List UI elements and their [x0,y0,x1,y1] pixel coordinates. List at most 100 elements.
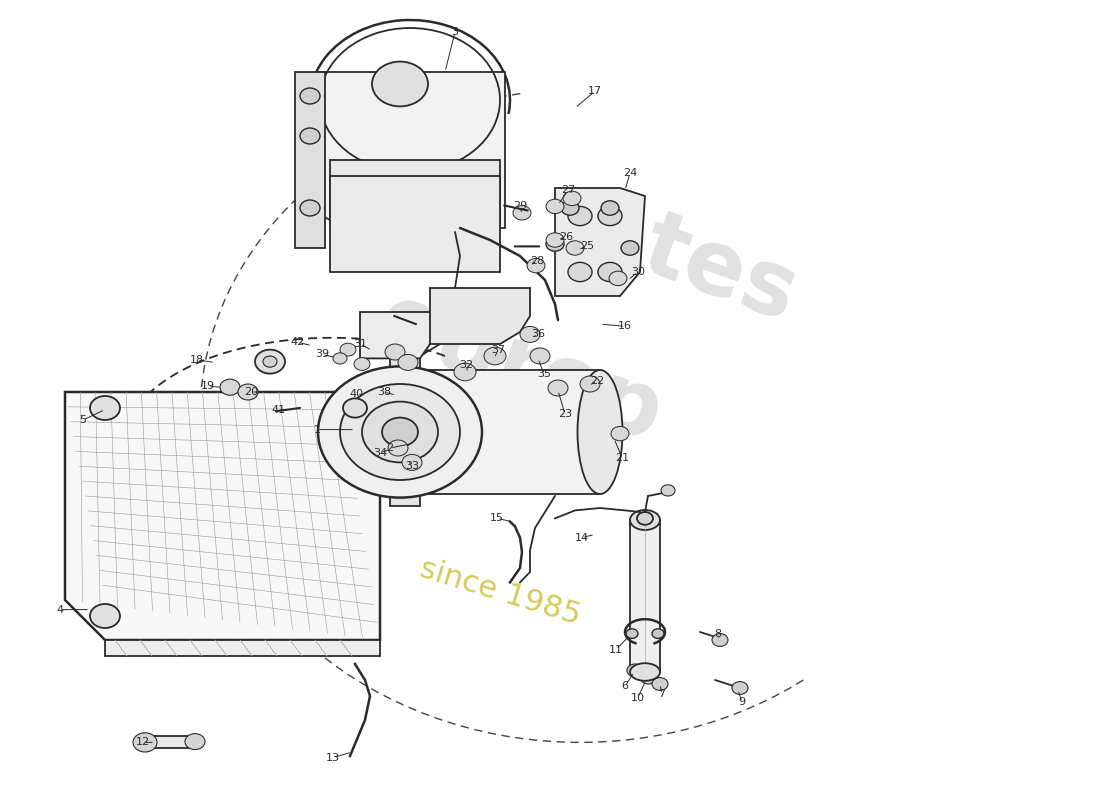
Ellipse shape [630,510,660,530]
Text: 38: 38 [377,387,392,397]
Circle shape [546,199,564,214]
Circle shape [388,440,408,456]
Circle shape [513,206,531,220]
Circle shape [598,262,622,282]
Text: 3: 3 [451,27,459,37]
Circle shape [527,258,544,273]
Circle shape [548,380,568,396]
Circle shape [385,344,405,360]
Text: since 1985: since 1985 [416,554,584,630]
Circle shape [354,358,370,370]
Circle shape [185,734,205,750]
Text: 22: 22 [590,376,604,386]
Circle shape [90,604,120,628]
Polygon shape [315,72,505,228]
Text: 2: 2 [386,443,394,453]
Circle shape [402,454,422,470]
Circle shape [598,206,622,226]
Circle shape [318,366,482,498]
Circle shape [652,629,664,638]
Text: 30: 30 [631,267,645,277]
Circle shape [300,200,320,216]
Circle shape [580,376,600,392]
Polygon shape [104,640,379,656]
Text: 25: 25 [580,242,594,251]
Ellipse shape [630,663,660,681]
Circle shape [732,682,748,694]
Circle shape [333,353,346,364]
Circle shape [546,233,564,247]
Circle shape [255,350,285,374]
Circle shape [641,673,654,684]
Text: 33: 33 [405,462,419,471]
Circle shape [568,262,592,282]
Text: 21: 21 [615,453,629,462]
Text: 7: 7 [659,690,666,699]
Polygon shape [65,392,379,640]
Text: 14: 14 [575,533,590,542]
Text: 17: 17 [587,86,602,96]
Polygon shape [556,188,645,296]
Circle shape [566,241,584,255]
Polygon shape [330,176,500,272]
Polygon shape [430,288,530,344]
Circle shape [454,363,476,381]
Circle shape [601,201,619,215]
Text: tes: tes [630,204,810,340]
Circle shape [561,201,579,215]
Text: 20: 20 [244,387,258,397]
Text: 26: 26 [559,232,573,242]
Circle shape [398,354,418,370]
Text: 5: 5 [79,415,87,425]
Circle shape [621,241,639,255]
Text: 12: 12 [136,738,150,747]
Text: 28: 28 [530,256,544,266]
Polygon shape [390,358,420,506]
Text: 35: 35 [537,370,551,379]
Circle shape [300,88,320,104]
Text: 37: 37 [491,346,505,355]
Text: 41: 41 [271,405,285,414]
Circle shape [712,634,728,646]
Polygon shape [330,160,500,224]
Circle shape [637,512,653,525]
Circle shape [300,128,320,144]
Circle shape [90,396,120,420]
Text: 10: 10 [631,693,645,702]
Text: 32: 32 [459,360,473,370]
Circle shape [343,398,367,418]
Circle shape [220,379,240,395]
Text: 13: 13 [326,753,340,762]
Text: 29: 29 [513,202,527,211]
Circle shape [563,191,581,206]
Text: 42: 42 [290,338,305,347]
Text: 8: 8 [714,630,722,639]
Text: 39: 39 [315,350,329,359]
Text: 19: 19 [201,382,216,391]
Circle shape [263,356,277,367]
Text: 6: 6 [621,682,628,691]
Text: 15: 15 [490,514,504,523]
Polygon shape [360,312,490,358]
Circle shape [382,418,418,446]
Text: 34: 34 [373,448,387,458]
Text: 23: 23 [558,410,572,419]
Circle shape [610,426,629,441]
Text: 31: 31 [353,339,367,349]
Circle shape [340,343,356,356]
Circle shape [484,347,506,365]
Polygon shape [295,72,324,248]
Text: 40: 40 [350,390,364,399]
Polygon shape [630,520,660,672]
Circle shape [609,271,627,286]
Text: 11: 11 [609,645,623,654]
Text: 16: 16 [618,322,632,331]
Text: 36: 36 [531,330,544,339]
Text: 1: 1 [314,425,320,434]
Circle shape [568,206,592,226]
Circle shape [372,62,428,106]
Text: 27: 27 [561,186,575,195]
Circle shape [520,326,540,342]
Circle shape [133,733,157,752]
Text: a pa: a pa [155,521,285,599]
